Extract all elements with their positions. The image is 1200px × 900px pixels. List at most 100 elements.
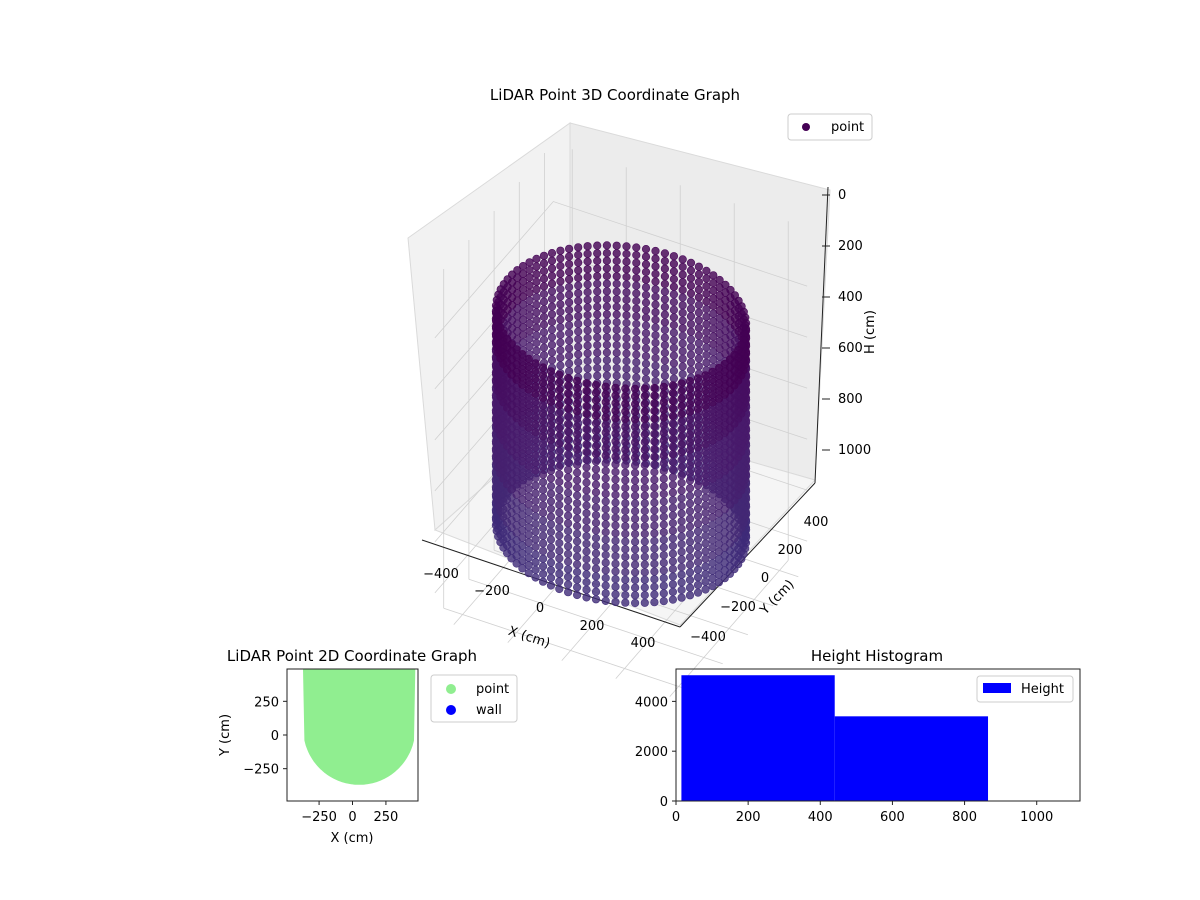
data-point [693,473,703,483]
data-point [677,524,686,533]
data-point [640,384,649,393]
x-tick-label-3d: 400 [631,636,656,651]
data-point [641,283,651,292]
data-point [708,474,717,484]
data-point [685,415,695,424]
data-point [612,287,621,296]
data-point [611,414,620,423]
data-point [574,342,583,351]
data-point [555,538,564,548]
data-point [660,341,670,350]
data-point [668,572,678,581]
data-point [702,350,711,360]
data-point [574,273,583,283]
data-point [572,392,582,401]
data-point [591,426,601,436]
chart-3d: LiDAR Point 3D Coordinate Graph −400 −200… [407,86,878,697]
data-point [668,534,678,543]
data-point [574,358,583,367]
data-point [531,474,540,483]
data-point [632,289,641,298]
data-point [546,405,556,414]
data-point [660,295,670,304]
data-point [685,445,695,455]
data-point [677,517,686,526]
data-point [555,454,564,464]
data-point [677,455,686,465]
data-point [547,325,557,334]
data-point [685,514,695,523]
data-point [532,277,541,286]
data-point [668,473,678,482]
data-point [582,524,591,533]
data-point [693,519,703,528]
data-point [611,567,620,576]
data-point [538,577,548,586]
data-point [708,574,717,583]
data-point [708,375,717,384]
data-point [593,256,602,266]
data-point [531,489,540,498]
data-point [686,274,696,283]
x-tick-label-3d: −200 [474,584,510,599]
data-point [612,364,621,373]
y-tick-label-3d: 400 [804,515,829,530]
data-point [669,366,679,376]
data-point [708,444,717,453]
data-point [651,300,660,309]
data-point [555,508,564,517]
data-point [572,460,582,470]
data-point [693,397,703,406]
data-point [640,598,649,607]
data-point [701,493,710,502]
ticks-2d: −250 0 250 −250 0 250 [243,695,398,825]
data-point [572,384,582,393]
data-point [611,536,620,545]
data-point [660,310,670,319]
data-point [686,266,696,275]
data-point [685,575,695,585]
data-point [668,450,678,459]
data-point [546,390,556,399]
data-point [601,535,610,544]
data-point [538,447,548,456]
data-point [693,404,703,414]
data-point [531,527,540,536]
data-point [611,498,620,507]
data-point [572,445,582,454]
data-point [593,371,602,380]
data-point [641,260,651,269]
data-point [583,364,592,373]
data-point [572,476,582,485]
data-point [693,580,703,590]
data-point [678,270,687,279]
data-point [583,280,592,289]
data-point [693,458,703,467]
data-point [555,577,564,586]
data-point [612,279,621,289]
data-point [640,422,649,431]
data-point [547,287,557,296]
data-point [632,319,641,329]
data-point [539,320,549,329]
data-point [640,468,649,477]
data-point [678,301,687,310]
data-point [572,483,582,493]
data-point [708,528,717,537]
data-point [702,312,711,321]
data-point [651,361,660,370]
data-point [668,457,678,467]
data-point [602,340,612,350]
data-point [659,566,668,575]
data-point [574,266,583,275]
data-point [532,323,541,332]
x-axis-label-2d: X (cm) [331,831,374,846]
data-point [563,435,573,444]
data-point [546,466,556,475]
data-point [659,466,668,476]
data-point [686,304,696,313]
data-point [693,496,703,505]
data-point [555,485,564,494]
data-point [602,249,612,258]
data-point [708,520,717,530]
